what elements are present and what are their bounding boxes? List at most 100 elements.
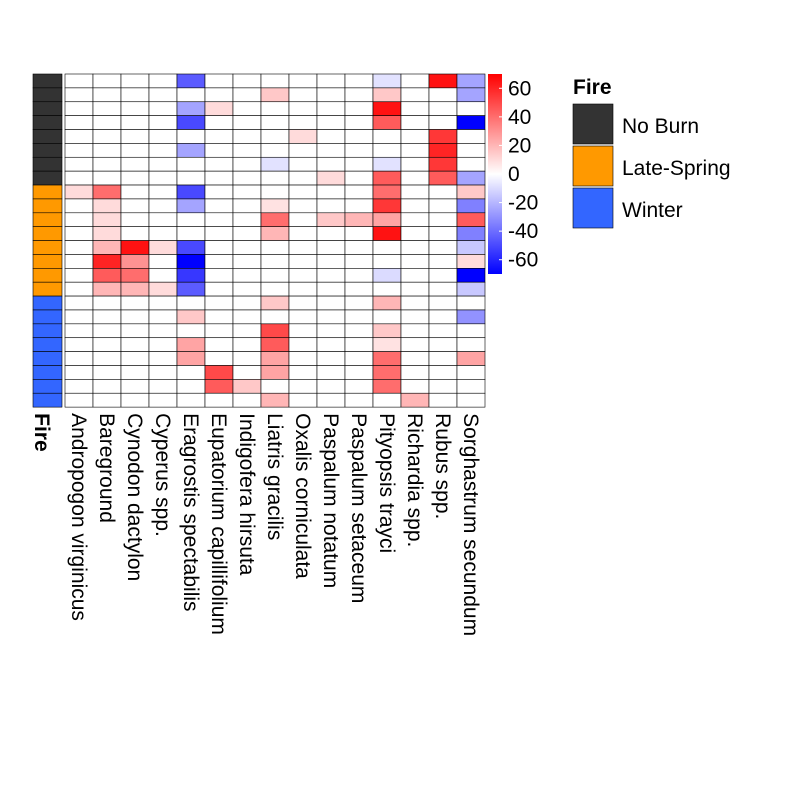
- heatmap-cell: [64, 309, 94, 325]
- heatmap-cell: [344, 170, 374, 186]
- heatmap-cell: [428, 73, 458, 89]
- heatmap-cell: [92, 295, 122, 311]
- heatmap-cell: [92, 379, 122, 394]
- fire-annotation-cell: [32, 87, 63, 103]
- heatmap-cell: [148, 226, 178, 241]
- heatmap-cell: [400, 212, 430, 227]
- heatmap-cell: [232, 143, 262, 158]
- heatmap-cell: [428, 351, 458, 366]
- fire-annotation-cell: [32, 198, 63, 214]
- heatmap-cell: [372, 392, 402, 408]
- fire-annotation-cell: [32, 129, 63, 144]
- heatmap-cell: [92, 184, 122, 200]
- heatmap-cell: [316, 73, 346, 89]
- heatmap-cell: [428, 254, 458, 269]
- heatmap-cell: [204, 115, 234, 130]
- heatmap-cell: [120, 129, 150, 144]
- heatmap-cell: [344, 143, 374, 158]
- legend-swatch: [572, 187, 614, 229]
- heatmap-cell: [316, 365, 346, 380]
- heatmap-cell: [456, 129, 486, 144]
- fire-annotation-cell: [32, 281, 63, 297]
- heatmap-cell: [92, 87, 122, 103]
- heatmap-cell: [344, 129, 374, 144]
- heatmap-cell: [344, 379, 374, 394]
- column-label: Pityopsis trayci: [375, 413, 398, 553]
- heatmap-cell: [344, 254, 374, 269]
- colorbar-tick-label: 20: [508, 134, 531, 157]
- heatmap-cell: [204, 295, 234, 311]
- heatmap-cell: [344, 295, 374, 311]
- heatmap-cell: [400, 295, 430, 311]
- heatmap-cell: [288, 73, 318, 89]
- heatmap-cell: [92, 115, 122, 130]
- heatmap-cell: [64, 143, 94, 158]
- heatmap-cell: [260, 379, 290, 394]
- heatmap-cell: [204, 268, 234, 283]
- heatmap-cell: [204, 351, 234, 366]
- heatmap-cell: [344, 268, 374, 283]
- heatmap-cell: [148, 198, 178, 214]
- heatmap-cell: [232, 281, 262, 297]
- heatmap-cell: [288, 281, 318, 297]
- heatmap-cell: [428, 129, 458, 144]
- heatmap-cell: [344, 392, 374, 408]
- heatmap-cell: [148, 101, 178, 116]
- heatmap-cell: [64, 184, 94, 200]
- fire-annotation-cell: [32, 323, 63, 339]
- heatmap-cell: [400, 323, 430, 339]
- column-label: Bareground: [95, 413, 118, 523]
- heatmap-cell: [316, 129, 346, 144]
- heatmap-cell: [316, 212, 346, 227]
- heatmap-cell: [372, 115, 402, 130]
- heatmap-cell: [204, 101, 234, 116]
- heatmap-cell: [316, 226, 346, 241]
- heatmap-cell: [372, 129, 402, 144]
- heatmap-cell: [372, 212, 402, 227]
- heatmap-cell: [456, 268, 486, 283]
- heatmap-cell: [120, 295, 150, 311]
- heatmap-cell: [288, 351, 318, 366]
- heatmap-cell: [176, 295, 206, 311]
- heatmap-cell: [400, 337, 430, 352]
- heatmap-cell: [176, 184, 206, 200]
- heatmap-cell: [372, 295, 402, 311]
- heatmap-cell: [92, 156, 122, 172]
- heatmap-cell: [64, 115, 94, 130]
- heatmap-cell: [400, 198, 430, 214]
- heatmap-cell: [288, 268, 318, 283]
- heatmap-cell: [260, 365, 290, 380]
- heatmap-cell: [64, 281, 94, 297]
- heatmap-cell: [260, 392, 290, 408]
- heatmap-cell: [64, 170, 94, 186]
- heatmap-cell: [400, 143, 430, 158]
- heatmap-cell: [428, 170, 458, 186]
- heatmap-cell: [148, 143, 178, 158]
- heatmap-cell: [92, 268, 122, 283]
- heatmap-cell: [428, 323, 458, 339]
- heatmap-cell: [64, 156, 94, 172]
- heatmap-cell: [260, 226, 290, 241]
- heatmap-cell: [260, 170, 290, 186]
- heatmap-cell: [344, 365, 374, 380]
- heatmap-cell: [372, 309, 402, 325]
- heatmap-cell: [344, 323, 374, 339]
- heatmap-cell: [232, 351, 262, 366]
- fire-annotation-cell: [32, 226, 63, 241]
- heatmap-cell: [400, 101, 430, 116]
- heatmap-cell: [260, 240, 290, 255]
- heatmap-cell: [288, 170, 318, 186]
- heatmap-cell: [64, 323, 94, 339]
- heatmap-cell: [64, 73, 94, 89]
- heatmap-cell: [344, 184, 374, 200]
- heatmap-cell: [260, 323, 290, 339]
- heatmap-cell: [288, 129, 318, 144]
- heatmap-cell: [372, 101, 402, 116]
- heatmap-cell: [92, 198, 122, 214]
- column-label: Eupatorium capillifolium: [207, 413, 230, 635]
- heatmap-cell: [372, 323, 402, 339]
- heatmap-cell: [232, 240, 262, 255]
- heatmap-cell: [204, 87, 234, 103]
- heatmap-cell: [456, 184, 486, 200]
- heatmap-cell: [456, 101, 486, 116]
